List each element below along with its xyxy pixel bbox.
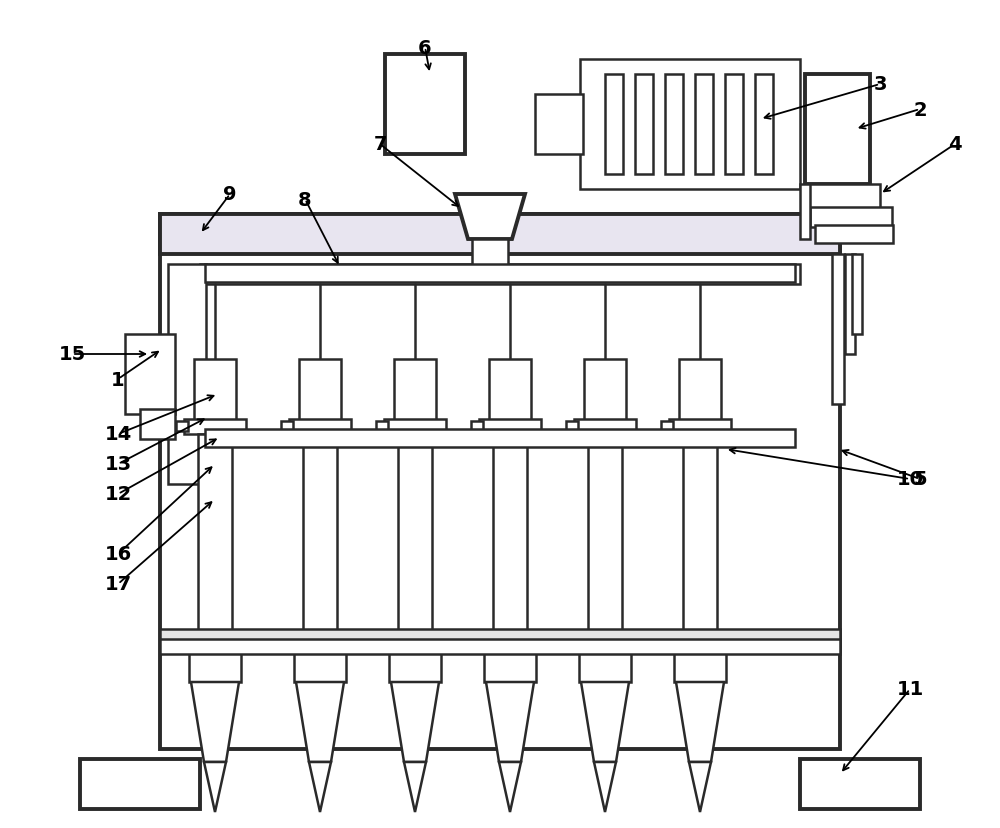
- Bar: [389, 644, 441, 682]
- Polygon shape: [404, 762, 426, 812]
- Polygon shape: [499, 762, 521, 812]
- Bar: [168, 265, 206, 484]
- Bar: [394, 359, 436, 425]
- Bar: [574, 420, 636, 435]
- Polygon shape: [204, 762, 226, 812]
- Bar: [398, 435, 432, 634]
- Bar: [194, 359, 236, 425]
- Text: 14: 14: [104, 425, 132, 444]
- Bar: [299, 359, 341, 425]
- Bar: [281, 421, 293, 431]
- Text: 4: 4: [948, 135, 962, 154]
- Bar: [679, 359, 721, 425]
- Text: 10: 10: [896, 470, 924, 489]
- Polygon shape: [309, 762, 331, 812]
- Bar: [535, 95, 583, 155]
- Text: 13: 13: [104, 455, 132, 474]
- Bar: [493, 435, 527, 634]
- Text: 1: 1: [111, 370, 125, 389]
- Bar: [674, 644, 726, 682]
- Bar: [160, 639, 840, 654]
- Text: 7: 7: [373, 135, 387, 154]
- Bar: [805, 75, 870, 185]
- Bar: [189, 644, 241, 682]
- Text: 16: 16: [104, 545, 132, 564]
- Bar: [800, 185, 810, 240]
- Bar: [479, 420, 541, 435]
- Bar: [184, 420, 246, 435]
- Bar: [810, 208, 892, 228]
- Bar: [669, 420, 731, 435]
- Bar: [376, 421, 388, 431]
- Text: 12: 12: [104, 485, 132, 504]
- Bar: [484, 644, 536, 682]
- Bar: [384, 420, 446, 435]
- Text: 3: 3: [873, 75, 887, 94]
- Bar: [665, 75, 683, 175]
- Bar: [160, 629, 840, 651]
- Bar: [800, 759, 920, 809]
- Bar: [566, 421, 578, 431]
- Polygon shape: [486, 682, 534, 762]
- Bar: [635, 75, 653, 175]
- Bar: [140, 410, 175, 440]
- Bar: [303, 435, 337, 634]
- Bar: [845, 255, 855, 354]
- Text: 11: 11: [896, 680, 924, 699]
- Text: 5: 5: [913, 470, 927, 489]
- Bar: [661, 421, 673, 431]
- Polygon shape: [676, 682, 724, 762]
- Bar: [489, 359, 531, 425]
- Polygon shape: [391, 682, 439, 762]
- Bar: [198, 435, 232, 634]
- Bar: [205, 430, 795, 447]
- Bar: [205, 265, 795, 282]
- Polygon shape: [581, 682, 629, 762]
- Polygon shape: [594, 762, 616, 812]
- Bar: [832, 255, 844, 405]
- Bar: [160, 214, 840, 749]
- Bar: [80, 759, 200, 809]
- Bar: [755, 75, 773, 175]
- Bar: [695, 75, 713, 175]
- Text: 9: 9: [223, 185, 237, 205]
- Polygon shape: [296, 682, 344, 762]
- Bar: [471, 421, 483, 431]
- Bar: [160, 214, 840, 255]
- Polygon shape: [689, 762, 711, 812]
- Bar: [815, 226, 893, 243]
- Bar: [176, 421, 188, 431]
- Bar: [294, 644, 346, 682]
- Bar: [584, 359, 626, 425]
- Bar: [385, 55, 465, 155]
- Polygon shape: [191, 682, 239, 762]
- Text: 2: 2: [913, 100, 927, 119]
- Text: 8: 8: [298, 190, 312, 209]
- Bar: [580, 60, 800, 190]
- Polygon shape: [455, 195, 525, 240]
- Text: 6: 6: [418, 38, 432, 57]
- Bar: [852, 255, 862, 335]
- Bar: [472, 240, 508, 267]
- Bar: [605, 75, 623, 175]
- Text: 17: 17: [104, 575, 132, 594]
- Bar: [683, 435, 717, 634]
- Bar: [125, 335, 175, 415]
- Bar: [200, 265, 800, 285]
- Bar: [289, 420, 351, 435]
- Bar: [588, 435, 622, 634]
- Text: 15: 15: [58, 345, 86, 364]
- Bar: [725, 75, 743, 175]
- Bar: [805, 185, 880, 209]
- Bar: [579, 644, 631, 682]
